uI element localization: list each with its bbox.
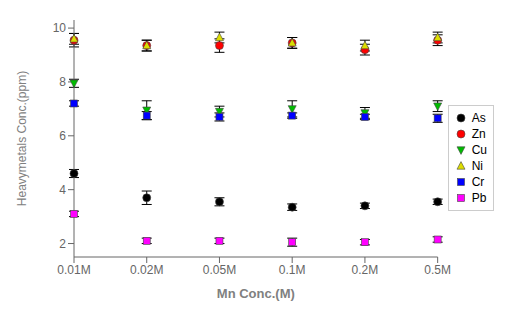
svg-text:Mn Conc.(M): Mn Conc.(M) (217, 286, 295, 301)
svg-text:10: 10 (53, 21, 67, 35)
svg-text:0.01M: 0.01M (57, 263, 90, 277)
html-text:Ni: Ni (471, 159, 483, 173)
svg-text:6: 6 (59, 129, 66, 143)
html-text:Cu: Cu (471, 143, 487, 157)
svg-text:0.1M: 0.1M (279, 263, 306, 277)
svg-text:4: 4 (59, 183, 66, 197)
svg-text:0.02M: 0.02M (130, 263, 163, 277)
html-text:Cr: Cr (471, 175, 485, 189)
svg-text:2: 2 (59, 237, 66, 251)
html-text:Pb: Pb (471, 191, 487, 205)
svg-text:0.5M: 0.5M (424, 263, 451, 277)
svg-text:Heavymetals Conc.(ppm): Heavymetals Conc.(ppm) (15, 71, 29, 206)
svg-text:0.2M: 0.2M (352, 263, 379, 277)
html-text:Zn: Zn (471, 127, 486, 141)
html-text:As: As (471, 111, 486, 125)
svg-text:8: 8 (59, 75, 66, 89)
svg-text:0.05M: 0.05M (203, 263, 236, 277)
